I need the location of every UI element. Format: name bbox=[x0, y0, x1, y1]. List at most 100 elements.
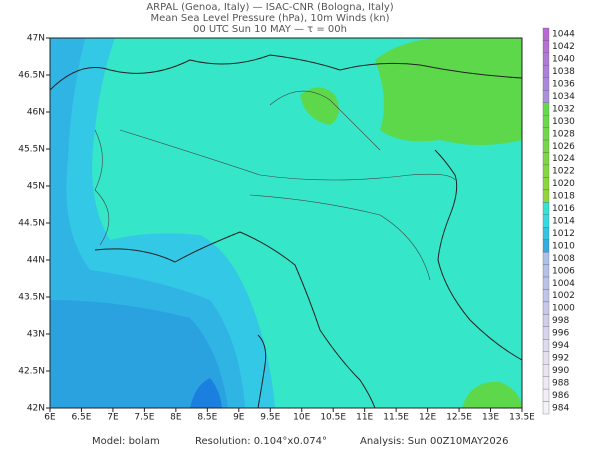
y-tick-label: 46.5N bbox=[18, 71, 45, 81]
colorbar-box bbox=[542, 77, 550, 91]
axes: 6E 6.5E 7E 7.5E 8E 8.5E 9E 9.5E 10E 10.5E 11E 11.5E… bbox=[18, 34, 535, 423]
colorbar-box bbox=[542, 276, 550, 290]
y-tick-label: 43N bbox=[27, 330, 45, 340]
y-tick-label: 45N bbox=[27, 182, 45, 192]
x-tick-label: 6E bbox=[44, 413, 56, 423]
y-tick-label: 44.5N bbox=[18, 219, 45, 229]
colorbar-box bbox=[542, 65, 550, 78]
colorbar-box bbox=[542, 289, 550, 303]
header-line: ARPAL (Genoa, Italy) — ISAC-CNR (Bologna… bbox=[146, 2, 393, 13]
colorbar-label: 1002 bbox=[552, 291, 575, 301]
colorbar-label: 996 bbox=[552, 329, 569, 339]
colorbar-label: 1024 bbox=[552, 154, 575, 164]
colorbar-box bbox=[542, 227, 550, 240]
colorbar-label: 1004 bbox=[552, 279, 575, 289]
colorbar-box bbox=[542, 239, 550, 253]
y-tick-label: 44N bbox=[27, 256, 45, 266]
field-1006 bbox=[190, 378, 222, 408]
colorbar-box bbox=[542, 388, 550, 402]
colorbar-label: 998 bbox=[552, 316, 569, 326]
colorbar-box bbox=[542, 264, 550, 278]
y-tick-label: 43.5N bbox=[18, 293, 45, 303]
colorbar-label: 1030 bbox=[552, 117, 575, 127]
colorbar-box bbox=[542, 202, 550, 215]
colorbar-box bbox=[542, 364, 550, 377]
colorbar-label: 990 bbox=[552, 366, 569, 376]
colorbar-label: 1018 bbox=[552, 192, 575, 202]
header-line: Mean Sea Level Pressure (hPa), 10m Winds… bbox=[151, 13, 390, 24]
colorbar-label: 1010 bbox=[552, 241, 575, 251]
colorbar-label: 1012 bbox=[552, 229, 575, 239]
colorbar-label: 1036 bbox=[552, 80, 575, 90]
x-tick-label: 9.5E bbox=[260, 413, 280, 423]
colorbar-label: 1014 bbox=[552, 217, 575, 227]
colorbar-label: 1042 bbox=[552, 42, 575, 52]
colorbar-label: 1044 bbox=[552, 30, 575, 40]
x-tick-label: 12.5E bbox=[446, 413, 472, 423]
colorbar-box bbox=[542, 139, 550, 153]
colorbar-box bbox=[542, 301, 550, 315]
coastlines bbox=[49, 54, 523, 409]
y-tick-label: 46N bbox=[27, 108, 45, 118]
x-tick-label: 13.5E bbox=[509, 413, 535, 423]
x-tick-label: 10.5E bbox=[320, 413, 346, 423]
colorbar-label: 988 bbox=[552, 378, 569, 388]
field-1016-n bbox=[300, 87, 339, 125]
colorbar-box bbox=[542, 351, 550, 365]
field-1016-se bbox=[462, 381, 522, 408]
colorbar-box bbox=[542, 177, 550, 191]
colorbar-label: 1040 bbox=[552, 55, 575, 65]
colorbar-box bbox=[542, 102, 550, 116]
field-1016-ne bbox=[375, 38, 522, 145]
colorbar-label: 1006 bbox=[552, 266, 575, 276]
colorbar-box bbox=[542, 314, 550, 327]
colorbar: 1044 1042 1040 1038 1036 1034 1032 1030 1028 1026… bbox=[542, 27, 575, 415]
footer-analysis: Analysis: Sun 00Z10MAY2026 bbox=[360, 436, 509, 447]
colorbar-box bbox=[542, 27, 550, 41]
colorbar-box bbox=[542, 115, 550, 128]
x-tick-label: 7.5E bbox=[134, 413, 154, 423]
y-tick-label: 47N bbox=[27, 34, 45, 44]
x-tick-label: 13E bbox=[482, 413, 499, 423]
colorbar-label: 1016 bbox=[552, 204, 575, 214]
x-tick-label: 12E bbox=[419, 413, 436, 423]
x-tick-label: 11E bbox=[356, 413, 373, 423]
colorbar-label: 992 bbox=[552, 353, 569, 363]
colorbar-box bbox=[542, 326, 550, 340]
header-line: 00 UTC Sun 10 MAY — τ = 00h bbox=[193, 24, 347, 35]
pressure-field bbox=[50, 38, 522, 408]
colorbar-label: 1022 bbox=[552, 167, 575, 177]
colorbar-label: 1026 bbox=[552, 142, 575, 152]
colorbar-label: 1028 bbox=[552, 129, 575, 139]
colorbar-box bbox=[542, 164, 550, 178]
colorbar-label: 1038 bbox=[552, 67, 575, 77]
colorbar-label: 984 bbox=[552, 403, 569, 413]
footer-resolution: Resolution: 0.104°x0.074° bbox=[195, 436, 327, 447]
field-1008 bbox=[50, 300, 228, 408]
x-tick-label: 8E bbox=[170, 413, 182, 423]
x-tick-label: 11.5E bbox=[383, 413, 409, 423]
y-tick-label: 42.5N bbox=[18, 367, 45, 377]
colorbar-box bbox=[542, 52, 550, 66]
colorbar-box bbox=[542, 40, 550, 54]
x-tick-label: 9E bbox=[233, 413, 245, 423]
colorbar-label: 986 bbox=[552, 391, 569, 401]
colorbar-label: 994 bbox=[552, 341, 569, 351]
colorbar-box bbox=[542, 90, 550, 103]
colorbar-box bbox=[542, 251, 550, 265]
colorbar-box bbox=[542, 127, 550, 141]
colorbar-box bbox=[542, 339, 550, 352]
footer-model: Model: bolam bbox=[92, 436, 160, 447]
x-tick-label: 6.5E bbox=[71, 413, 91, 423]
x-tick-label: 10E bbox=[293, 413, 310, 423]
colorbar-label: 1008 bbox=[552, 254, 575, 264]
colorbar-label: 1034 bbox=[552, 92, 575, 102]
x-tick-label: 8.5E bbox=[197, 413, 217, 423]
colorbar-box bbox=[542, 376, 550, 390]
colorbar-label: 1020 bbox=[552, 179, 575, 189]
colorbar-box bbox=[542, 214, 550, 228]
colorbar-box bbox=[542, 189, 550, 203]
colorbar-label: 1032 bbox=[552, 104, 575, 114]
colorbar-box bbox=[542, 401, 550, 415]
